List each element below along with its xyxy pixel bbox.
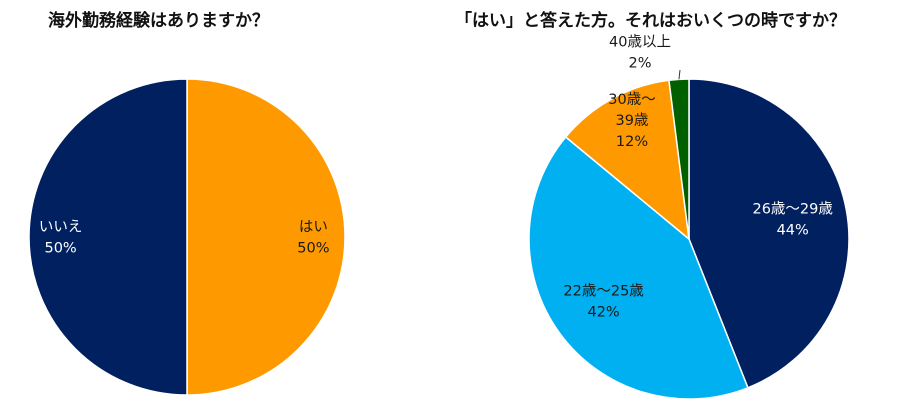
slice-label-1-1: 22歳〜25歳 42% <box>563 283 643 321</box>
slice-label-0-0: はい 50% <box>297 220 329 257</box>
chart-title-age-abroad: 「はい」と答えた方。それはおいくつの時ですか？ <box>455 11 846 31</box>
pie-slice-1-0 <box>688 78 850 389</box>
chart-title-work-abroad: 海外勤務経験はありますか？ <box>48 11 269 31</box>
slice-label-0-1: いいえ 50% <box>39 220 83 257</box>
slice-label-1-2: 30歳〜 39歳 12% <box>608 91 655 150</box>
pie-slice-1-1 <box>528 135 749 400</box>
slice-label-1-3: 40歳以上 2% <box>609 34 671 72</box>
pie-slice-0-0 <box>186 78 346 396</box>
pie-slice-1-2 <box>564 79 690 241</box>
pie-slice-0-1 <box>28 78 188 396</box>
slice-label-1-0: 26歳〜29歳 44% <box>752 201 832 239</box>
leader-line-1-3 <box>678 69 681 80</box>
